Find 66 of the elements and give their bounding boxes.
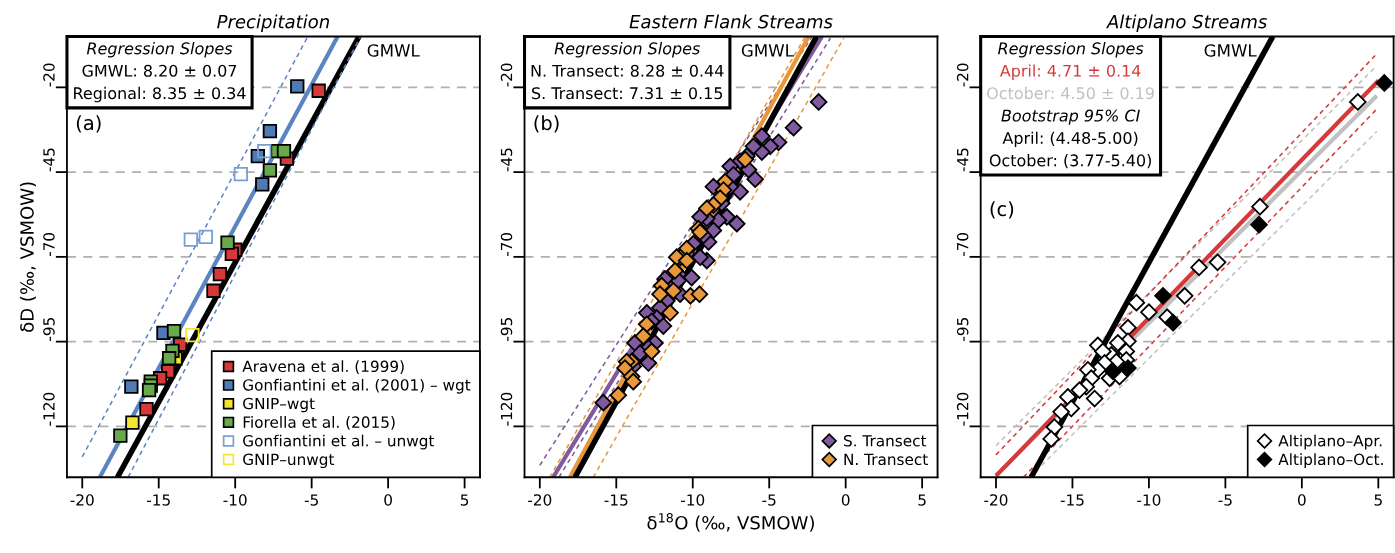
legend-label: GNIP–unwgt — [243, 453, 335, 469]
x-tick-label: 5 — [1374, 494, 1382, 506]
legend-label: GNIP–wgt — [243, 397, 315, 413]
annotation: Regional: 8.35 ± 0.34 — [74, 86, 246, 103]
x-tick-label: -10 — [681, 494, 705, 506]
annotation: N. Transect: 8.28 ± 0.44 — [531, 64, 724, 77]
legend-label: Aravena et al. (1999) — [242, 360, 404, 374]
annotation: Regression Slopes — [554, 42, 700, 58]
x-tick-label: 0 — [1297, 494, 1306, 506]
y-tick-label: -70 — [500, 232, 513, 257]
legend-label: Gonfiantini et al. – unwgt — [243, 434, 435, 450]
x-tick-label: -5 — [304, 494, 318, 506]
chart-title: Eastern Flank Streams — [629, 14, 833, 29]
y-tick-label: -70 — [956, 232, 969, 257]
x-tick-label: 0 — [384, 494, 392, 506]
annotation: April: 4.71 ± 0.14 — [999, 64, 1141, 80]
annotation: October: 4.50 ± 0.19 — [987, 86, 1154, 100]
annotation: (a) — [76, 115, 101, 133]
y-tick-label: -95 — [500, 318, 513, 341]
chart-title: Altiplano Streams — [1106, 14, 1267, 32]
annotation: (b) — [534, 115, 559, 133]
annotation: GMWL — [367, 44, 420, 57]
legend-label: S. Transect — [843, 434, 927, 447]
x-axis-title: δ$^{18}$O (‰, VSMOW) — [647, 513, 814, 532]
annotation: S. Transect: 7.31 ± 0.15 — [532, 87, 723, 100]
y-tick-label: -70 — [43, 232, 55, 257]
x-tick-label: -20 — [528, 494, 552, 506]
chart-title: Precipitation — [217, 14, 329, 32]
legend-label: N. Transect — [844, 453, 928, 466]
y-tick-label: -120 — [500, 392, 513, 426]
legend-label: Gonfiantini et al. (2001) – wgt — [243, 378, 471, 394]
x-tick-label: -20 — [70, 494, 94, 506]
y-tick-label: -20 — [956, 63, 969, 87]
x-tick-label: -10 — [1137, 494, 1161, 506]
annotation: GMWL — [741, 44, 794, 57]
annotation: GMWL: 8.20 ± 0.07 — [82, 64, 237, 77]
y-tick-label: -95 — [956, 318, 969, 341]
x-tick-label: -15 — [1060, 494, 1084, 506]
annotation: GMWL — [1204, 44, 1257, 57]
legend-label: Altiplano–Apr. — [1278, 434, 1382, 450]
x-tick-label: 5 — [918, 494, 926, 506]
x-tick-label: 5 — [460, 494, 469, 506]
y-tick-label: -45 — [957, 148, 969, 172]
annotation: Regression Slopes — [86, 42, 233, 58]
y-axis-title: δD (‰, VSMOW) — [19, 182, 36, 332]
x-tick-label: -5 — [762, 494, 776, 506]
legend-label: Altiplano–Oct. — [1278, 453, 1383, 469]
y-tick-label: -45 — [43, 148, 55, 172]
x-tick-label: 0 — [841, 494, 850, 506]
x-tick-label: -20 — [984, 494, 1008, 506]
legend-label: Fiorella et al. (2015) — [243, 416, 395, 430]
y-tick-label: -20 — [43, 63, 55, 87]
annotation: April: (4.48-5.00) — [1002, 131, 1138, 148]
annotation: October: (3.77-5.40) — [989, 154, 1151, 169]
y-tick-label: -20 — [500, 63, 513, 87]
y-tick-label: -45 — [500, 148, 513, 172]
annotation: (c) — [990, 201, 1014, 219]
y-tick-label: -120 — [956, 392, 969, 426]
x-tick-label: -15 — [146, 494, 170, 506]
y-tick-label: -95 — [43, 318, 55, 341]
y-tick-label: -120 — [43, 392, 55, 426]
x-tick-label: -15 — [604, 494, 628, 506]
annotation: Regression Slopes — [997, 42, 1144, 58]
x-tick-label: -10 — [223, 494, 247, 506]
x-tick-label: -5 — [1218, 494, 1232, 506]
annotation: Bootstrap 95% CI — [1001, 109, 1140, 125]
